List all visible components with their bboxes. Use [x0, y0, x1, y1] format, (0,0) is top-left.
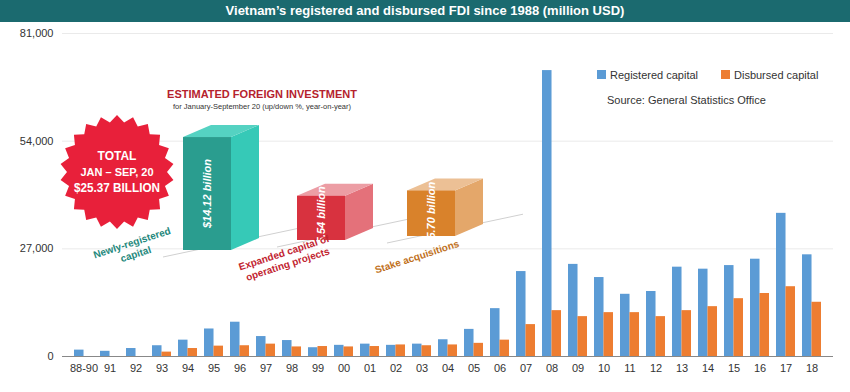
- svg-text:04: 04: [442, 362, 454, 374]
- svg-text:54,000: 54,000: [20, 135, 54, 147]
- svg-text:for January-September 20 (up/d: for January-September 20 (up/down %, yea…: [173, 102, 352, 111]
- svg-text:$5.54 billion: $5.54 billion: [315, 186, 327, 250]
- svg-text:13: 13: [676, 362, 688, 374]
- svg-text:16: 16: [754, 362, 766, 374]
- svg-text:0: 0: [47, 350, 53, 362]
- svg-text:27,000: 27,000: [20, 242, 54, 254]
- svg-text:$14.12 billion: $14.12 billion: [201, 159, 213, 229]
- svg-text:00: 00: [338, 362, 350, 374]
- svg-text:07: 07: [520, 362, 532, 374]
- svg-text:81,000: 81,000: [20, 27, 54, 39]
- svg-text:$25.37 BILLION: $25.37 BILLION: [74, 181, 160, 195]
- svg-text:05: 05: [468, 362, 480, 374]
- svg-text:Newly-registeredcapital: Newly-registeredcapital: [92, 225, 176, 272]
- svg-text:92: 92: [130, 362, 142, 374]
- svg-text:03: 03: [416, 362, 428, 374]
- svg-text:09: 09: [572, 362, 584, 374]
- svg-text:08: 08: [546, 362, 558, 374]
- svg-text:15: 15: [728, 362, 740, 374]
- svg-text:93: 93: [156, 362, 168, 374]
- svg-text:91: 91: [104, 362, 116, 374]
- svg-text:06: 06: [494, 362, 506, 374]
- svg-text:94: 94: [182, 362, 194, 374]
- svg-text:99: 99: [312, 362, 324, 374]
- svg-text:88-90: 88-90: [70, 362, 98, 374]
- svg-text:96: 96: [234, 362, 246, 374]
- svg-text:TOTAL: TOTAL: [98, 149, 137, 163]
- svg-text:ESTIMATED FOREIGN INVESTMENT: ESTIMATED FOREIGN INVESTMENT: [167, 88, 357, 100]
- svg-text:02: 02: [390, 362, 402, 374]
- svg-text:Expanded capital ofoperating p: Expanded capital ofoperating projects: [237, 233, 335, 284]
- svg-text:95: 95: [208, 362, 220, 374]
- html-text:Vietnam’s registered and disbu: Vietnam’s registered and disbursed FDI s…: [225, 3, 625, 18]
- svg-text:12: 12: [650, 362, 662, 374]
- svg-text:Stake acquisitions: Stake acquisitions: [373, 238, 460, 276]
- svg-text:98: 98: [286, 362, 298, 374]
- svg-text:Source: General Statistics Off: Source: General Statistics Office: [607, 94, 766, 106]
- svg-text:17: 17: [780, 362, 792, 374]
- svg-text:$5.70 billion: $5.70 billion: [425, 181, 437, 245]
- svg-text:Disbursed capital: Disbursed capital: [734, 69, 818, 81]
- svg-text:11: 11: [624, 362, 635, 374]
- svg-text:14: 14: [702, 362, 714, 374]
- svg-text:01: 01: [364, 362, 376, 374]
- svg-text:18: 18: [806, 362, 818, 374]
- svg-text:10: 10: [598, 362, 610, 374]
- svg-text:97: 97: [260, 362, 272, 374]
- svg-text:Registered capital: Registered capital: [610, 69, 698, 81]
- svg-text:JAN – SEP, 20: JAN – SEP, 20: [80, 166, 153, 178]
